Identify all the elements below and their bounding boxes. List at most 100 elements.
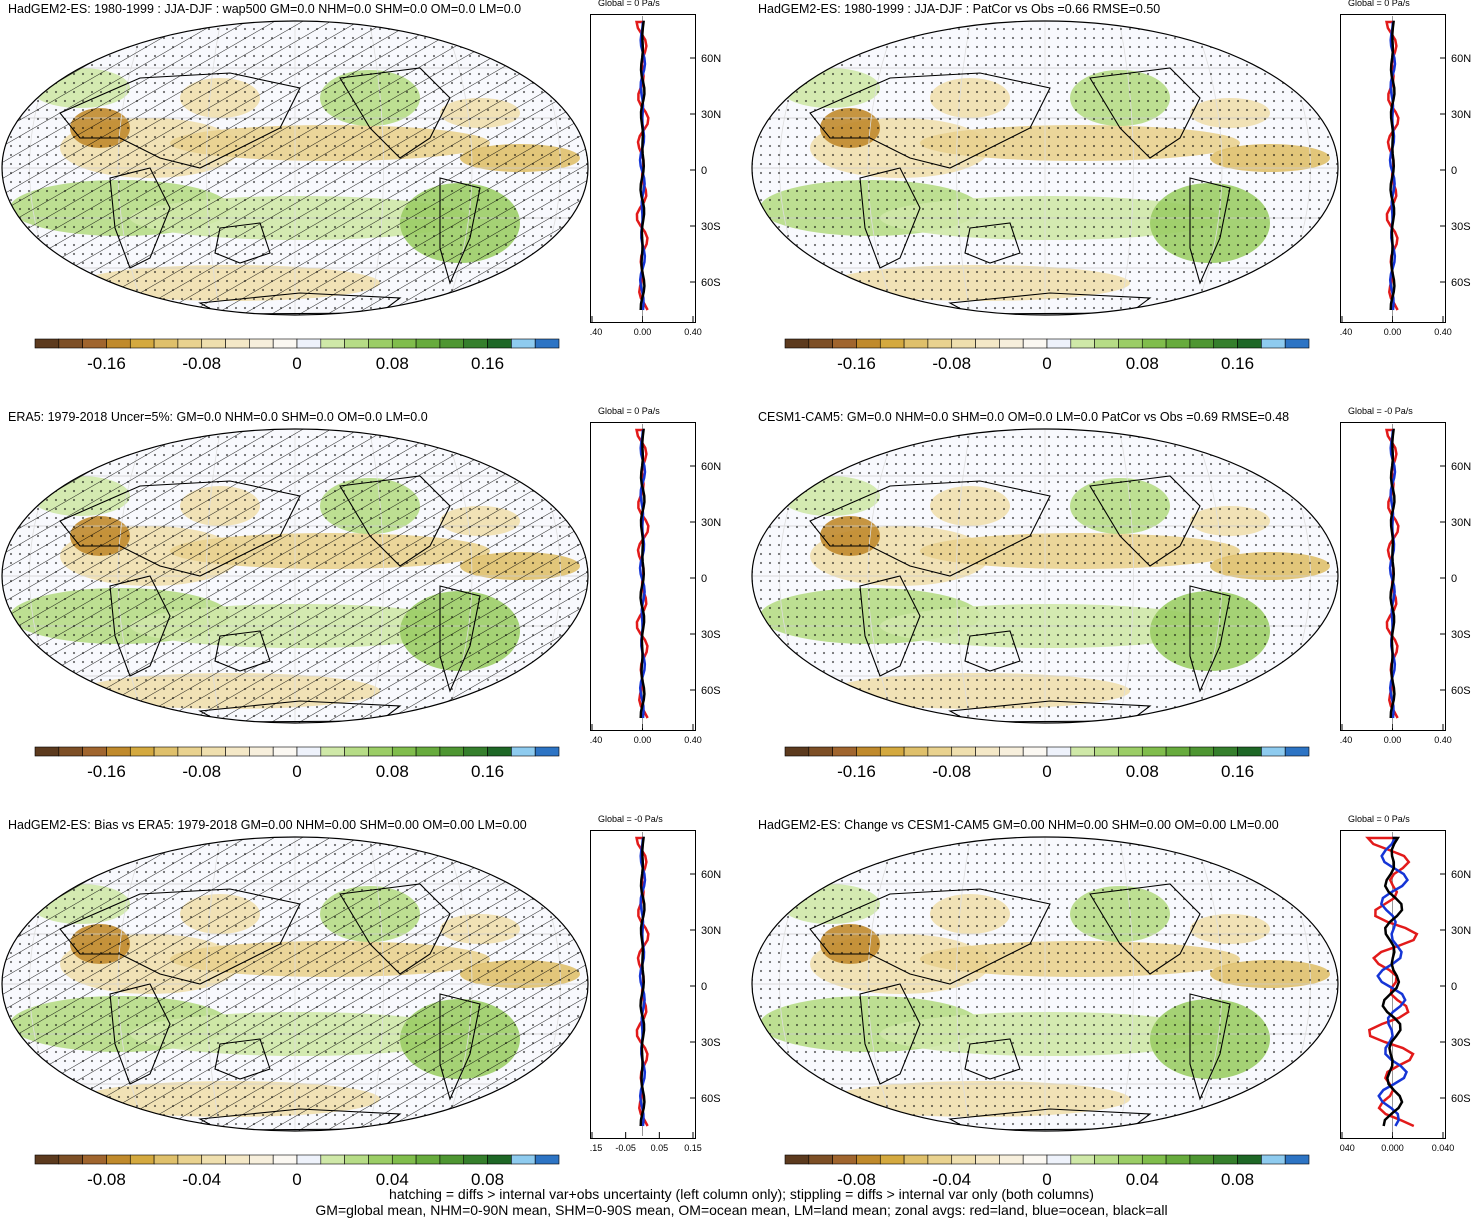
lat-tick-label: 60N xyxy=(701,53,721,65)
lat-tick-label: 0 xyxy=(1451,573,1457,585)
zonal-x-tick-label: 0.40 xyxy=(684,735,702,745)
colorbar-tick-label: 0.08 xyxy=(1221,1170,1254,1189)
zonal-mean-title: Global = 0 Pa/s xyxy=(1348,0,1410,8)
colorbar-tick-label: 0 xyxy=(292,1170,301,1189)
zonal-x-tick-label: 0.00 xyxy=(634,327,652,337)
panel-title: HadGEM2-ES: 1980-1999 : JJA-DJF : wap500… xyxy=(8,2,522,16)
zonal-mean-title: Global = 0 Pa/s xyxy=(1348,814,1410,824)
lat-tick-label: 30N xyxy=(1451,109,1471,121)
colorbar-tick-label: 0 xyxy=(292,762,301,781)
colorbar-tick-label: 0.08 xyxy=(376,354,409,373)
lat-tick-label: 0 xyxy=(701,165,707,177)
colorbar-tick-label: -0.08 xyxy=(87,1170,126,1189)
colorbar: -0.16 -0.08 0 0.08 0.16 xyxy=(784,746,1310,781)
lat-tick-label: 30S xyxy=(701,629,721,641)
zonal-x-tick-label: -0.040 xyxy=(1340,1143,1355,1153)
colorbar-tick-label: 0 xyxy=(1042,1170,1051,1189)
colorbar: -0.16 -0.08 0 0.08 0.16 xyxy=(784,338,1310,373)
colorbar-tick-label: -0.08 xyxy=(932,354,971,373)
colorbar-tick-label: -0.08 xyxy=(837,1170,876,1189)
colorbar-tick-label: 0 xyxy=(1042,762,1051,781)
colorbar-tick-label: -0.16 xyxy=(87,354,126,373)
zonal-mean-title: Global = -0 Pa/s xyxy=(598,814,663,824)
colorbar-tick-label: 0.04 xyxy=(1126,1170,1159,1189)
colorbar-tick-label: -0.16 xyxy=(87,762,126,781)
colorbar-tick-label: 0.16 xyxy=(1221,762,1254,781)
colorbar-tick-label: -0.04 xyxy=(182,1170,221,1189)
colorbar-tick-label: 0 xyxy=(1042,354,1051,373)
lat-tick-label: 60N xyxy=(1451,461,1471,473)
lat-tick-label: 60N xyxy=(1451,869,1471,881)
colorbar-tick-label: -0.08 xyxy=(182,354,221,373)
zonal-x-tick-label: -0.40 xyxy=(590,735,602,745)
colorbar-tick-label: 0.08 xyxy=(471,1170,504,1189)
lat-tick-label: 0 xyxy=(1451,165,1457,177)
zonal-x-tick-label: 0.15 xyxy=(684,1143,702,1153)
zonal-x-tick-label: -0.40 xyxy=(1340,327,1352,337)
lat-tick-label: 60S xyxy=(1451,1093,1471,1105)
footer-note: hatching = diffs > internal var+obs unce… xyxy=(0,1186,1483,1218)
zonal-x-tick-label: 0.00 xyxy=(1384,327,1402,337)
zonal-mean-title: Global = -0 Pa/s xyxy=(1348,406,1413,416)
colorbar-tick-label: 0.04 xyxy=(376,1170,409,1189)
zonal-x-tick-label: 0.40 xyxy=(1434,327,1452,337)
lat-tick-label: 30S xyxy=(701,1037,721,1049)
zonal-mean-title: Global = 0 Pa/s xyxy=(598,406,660,416)
colorbar-tick-label: -0.16 xyxy=(837,354,876,373)
lat-tick-label: 60S xyxy=(1451,685,1471,697)
colorbar: -0.16 -0.08 0 0.08 0.16 xyxy=(34,338,560,373)
zonal-mean-plot: 60N 30N 0 30S 60S -0.40 0.00 0.40 xyxy=(590,422,721,745)
zonal-mean-plot: 60N 30N 0 30S 60S -0.15 -0.05 0.05 0.15 xyxy=(590,830,721,1153)
lat-tick-label: 0 xyxy=(701,573,707,585)
zonal-x-tick-label: -0.40 xyxy=(590,327,602,337)
lat-tick-label: 60S xyxy=(1451,277,1471,289)
footer-line-1: hatching = diffs > internal var+obs unce… xyxy=(389,1186,1094,1202)
lat-tick-label: 60N xyxy=(1451,53,1471,65)
lat-tick-label: 30N xyxy=(1451,517,1471,529)
lat-tick-label: 0 xyxy=(1451,981,1457,993)
colorbar-tick-label: 0 xyxy=(292,354,301,373)
map-panel xyxy=(1,20,589,316)
lat-tick-label: 0 xyxy=(701,981,707,993)
zonal-x-tick-label: 0.00 xyxy=(634,735,652,745)
map-panel xyxy=(751,428,1339,724)
map-panel xyxy=(1,836,589,1132)
lat-tick-label: 30N xyxy=(701,517,721,529)
panel-title: HadGEM2-ES: 1980-1999 : JJA-DJF : PatCor… xyxy=(758,2,1161,16)
map-panel xyxy=(751,836,1339,1132)
lat-tick-label: 60S xyxy=(701,685,721,697)
lat-tick-label: 30N xyxy=(701,925,721,937)
lat-tick-label: 30N xyxy=(701,109,721,121)
colorbar-tick-label: 0.16 xyxy=(471,354,504,373)
colorbar-tick-label: -0.16 xyxy=(837,762,876,781)
zonal-mean-plot: 60N 30N 0 30S 60S -0.40 0.00 0.40 xyxy=(590,14,721,337)
lat-tick-label: 30S xyxy=(1451,221,1471,233)
lat-tick-label: 60S xyxy=(701,1093,721,1105)
zonal-x-tick-label: 0.05 xyxy=(651,1143,669,1153)
zonal-mean-plot: 60N 30N 0 30S 60S -0.040 0.000 0.040 xyxy=(1340,830,1471,1153)
zonal-mean-title: Global = 0 Pa/s xyxy=(598,0,660,8)
lat-tick-label: 60N xyxy=(701,461,721,473)
zonal-x-tick-label: -0.05 xyxy=(615,1143,636,1153)
colorbar-tick-label: 0.08 xyxy=(1126,354,1159,373)
panel-title: HadGEM2-ES: Change vs CESM1-CAM5 GM=0.00… xyxy=(758,818,1279,832)
lat-tick-label: 30S xyxy=(701,221,721,233)
colorbar-tick-label: 0.08 xyxy=(376,762,409,781)
lat-tick-label: 60S xyxy=(701,277,721,289)
lat-tick-label: 60N xyxy=(701,869,721,881)
colorbar-tick-label: -0.08 xyxy=(182,762,221,781)
zonal-mean-plot: 60N 30N 0 30S 60S -0.40 0.00 0.40 xyxy=(1340,422,1471,745)
map-panel xyxy=(1,428,589,724)
zonal-x-tick-label: 0.040 xyxy=(1432,1143,1455,1153)
panel-title: ERA5: 1979-2018 Uncer=5%: GM=0.0 NHM=0.0… xyxy=(8,410,428,424)
lat-tick-label: 30N xyxy=(1451,925,1471,937)
zonal-x-tick-label: 0.40 xyxy=(1434,735,1452,745)
panel-title: CESM1-CAM5: GM=0.0 NHM=0.0 SHM=0.0 OM=0.… xyxy=(758,410,1290,424)
colorbar-tick-label: -0.08 xyxy=(932,762,971,781)
zonal-x-tick-label: -0.40 xyxy=(1340,735,1352,745)
zonal-x-tick-label: -0.15 xyxy=(590,1143,602,1153)
colorbar-tick-label: 0.16 xyxy=(1221,354,1254,373)
lat-tick-label: 30S xyxy=(1451,1037,1471,1049)
map-panel xyxy=(751,20,1339,316)
zonal-x-tick-label: 0.000 xyxy=(1381,1143,1404,1153)
